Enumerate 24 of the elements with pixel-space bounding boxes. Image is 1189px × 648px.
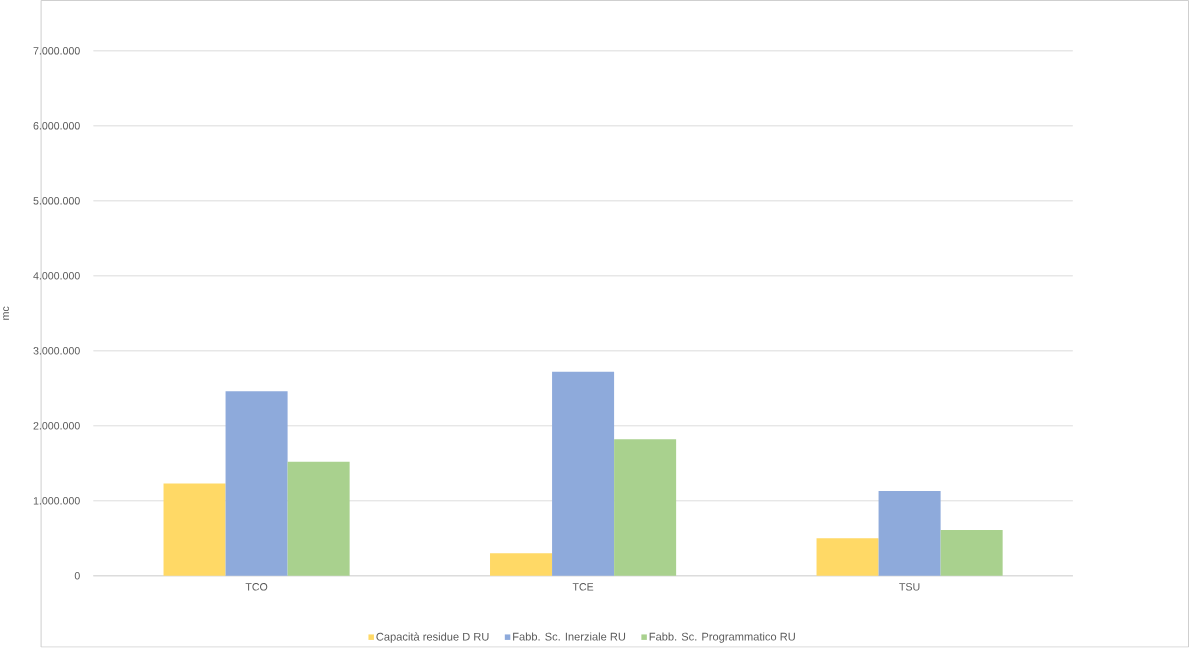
x-tick-label: TCE <box>572 583 594 591</box>
bar <box>614 439 677 577</box>
x-tick-label: TCO <box>245 583 268 591</box>
y-tick-label: 1.000.000 <box>33 497 80 505</box>
y-tick-label: 6.000.000 <box>33 122 80 130</box>
bar <box>225 391 288 577</box>
legend-label: Fabb. Sc. Programmatico RU <box>649 632 795 643</box>
y-tick-label: 7.000.000 <box>33 47 80 55</box>
y-tick-label: 4.000.000 <box>33 272 80 280</box>
bar <box>163 483 226 577</box>
bar <box>940 530 1003 577</box>
y-tick-label: 0 <box>74 572 80 580</box>
x-tick-label: TSU <box>899 583 920 591</box>
y-axis-title: mc <box>3 306 10 320</box>
bar <box>552 372 615 577</box>
bar <box>816 538 879 577</box>
bar <box>490 553 553 577</box>
legend-label: Fabb. Sc. Inerziale RU <box>513 632 626 641</box>
bar <box>878 491 941 577</box>
y-tick-label: 5.000.000 <box>33 197 80 205</box>
legend-label: Capacità residue D RU <box>376 632 489 644</box>
y-tick-label: 3.000.000 <box>33 347 80 355</box>
bar <box>287 462 350 577</box>
y-tick-label: 2.000.000 <box>33 422 80 430</box>
